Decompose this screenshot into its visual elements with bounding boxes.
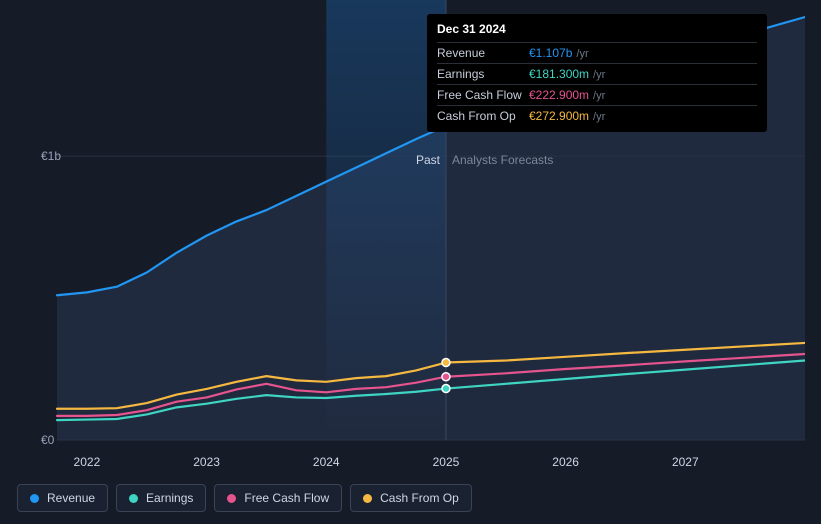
forecast-label: Analysts Forecasts <box>452 153 553 167</box>
tooltip-row: Earnings€181.300m/yr <box>437 63 757 84</box>
tooltip-row-unit: /yr <box>593 69 605 81</box>
x-axis-label: 2026 <box>552 455 579 469</box>
tooltip-row-unit: /yr <box>593 90 605 102</box>
tooltip-row-label: Earnings <box>437 67 529 81</box>
legend-item-free_cash_flow[interactable]: Free Cash Flow <box>214 484 342 512</box>
legend-label: Revenue <box>47 491 95 505</box>
legend-label: Free Cash Flow <box>244 491 329 505</box>
x-axis-label: 2022 <box>74 455 101 469</box>
legend-label: Earnings <box>146 491 193 505</box>
legend-swatch <box>227 494 236 503</box>
tooltip-row-value: €1.107b <box>529 46 572 60</box>
x-axis-label: 2027 <box>672 455 699 469</box>
datapoint-tooltip: Dec 31 2024 Revenue€1.107b/yrEarnings€18… <box>427 14 767 132</box>
legend-item-cash_from_op[interactable]: Cash From Op <box>350 484 472 512</box>
tooltip-row-value: €272.900m <box>529 109 589 123</box>
tooltip-row-label: Free Cash Flow <box>437 88 529 102</box>
x-axis-label: 2023 <box>193 455 220 469</box>
legend-swatch <box>30 494 39 503</box>
tooltip-row-value: €222.900m <box>529 88 589 102</box>
highlight-marker-earnings <box>442 385 450 393</box>
tooltip-row-label: Cash From Op <box>437 109 529 123</box>
chart-legend: Revenue Earnings Free Cash Flow Cash From O… <box>17 484 472 512</box>
legend-swatch <box>129 494 138 503</box>
x-axis-label: 2024 <box>313 455 340 469</box>
highlight-marker-free_cash_flow <box>442 373 450 381</box>
legend-item-revenue[interactable]: Revenue <box>17 484 108 512</box>
highlight-marker-cash_from_op <box>442 359 450 367</box>
legend-swatch <box>363 494 372 503</box>
tooltip-row-label: Revenue <box>437 46 529 60</box>
tooltip-row-unit: /yr <box>576 48 588 60</box>
tooltip-date: Dec 31 2024 <box>437 22 757 42</box>
tooltip-row: Revenue€1.107b/yr <box>437 42 757 63</box>
past-label: Past <box>416 153 440 167</box>
legend-label: Cash From Op <box>380 491 459 505</box>
y-axis-label: €0 <box>41 433 54 447</box>
tooltip-row: Cash From Op€272.900m/yr <box>437 105 757 126</box>
tooltip-row-unit: /yr <box>593 111 605 123</box>
legend-item-earnings[interactable]: Earnings <box>116 484 206 512</box>
x-axis-label: 2025 <box>433 455 460 469</box>
tooltip-row: Free Cash Flow€222.900m/yr <box>437 84 757 105</box>
tooltip-row-value: €181.300m <box>529 67 589 81</box>
y-axis-label: €1b <box>41 149 61 163</box>
